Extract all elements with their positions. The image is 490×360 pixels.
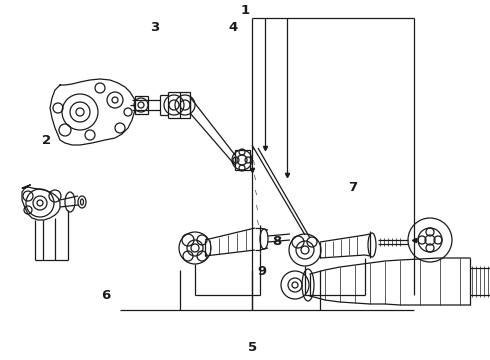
Text: 5: 5	[248, 341, 257, 354]
Text: 8: 8	[272, 235, 281, 248]
Text: 9: 9	[258, 265, 267, 278]
Text: 4: 4	[228, 21, 237, 33]
Text: 6: 6	[101, 289, 110, 302]
Text: 1: 1	[241, 4, 249, 17]
Text: 7: 7	[348, 181, 357, 194]
Text: 2: 2	[42, 134, 51, 147]
Text: 3: 3	[150, 21, 159, 33]
